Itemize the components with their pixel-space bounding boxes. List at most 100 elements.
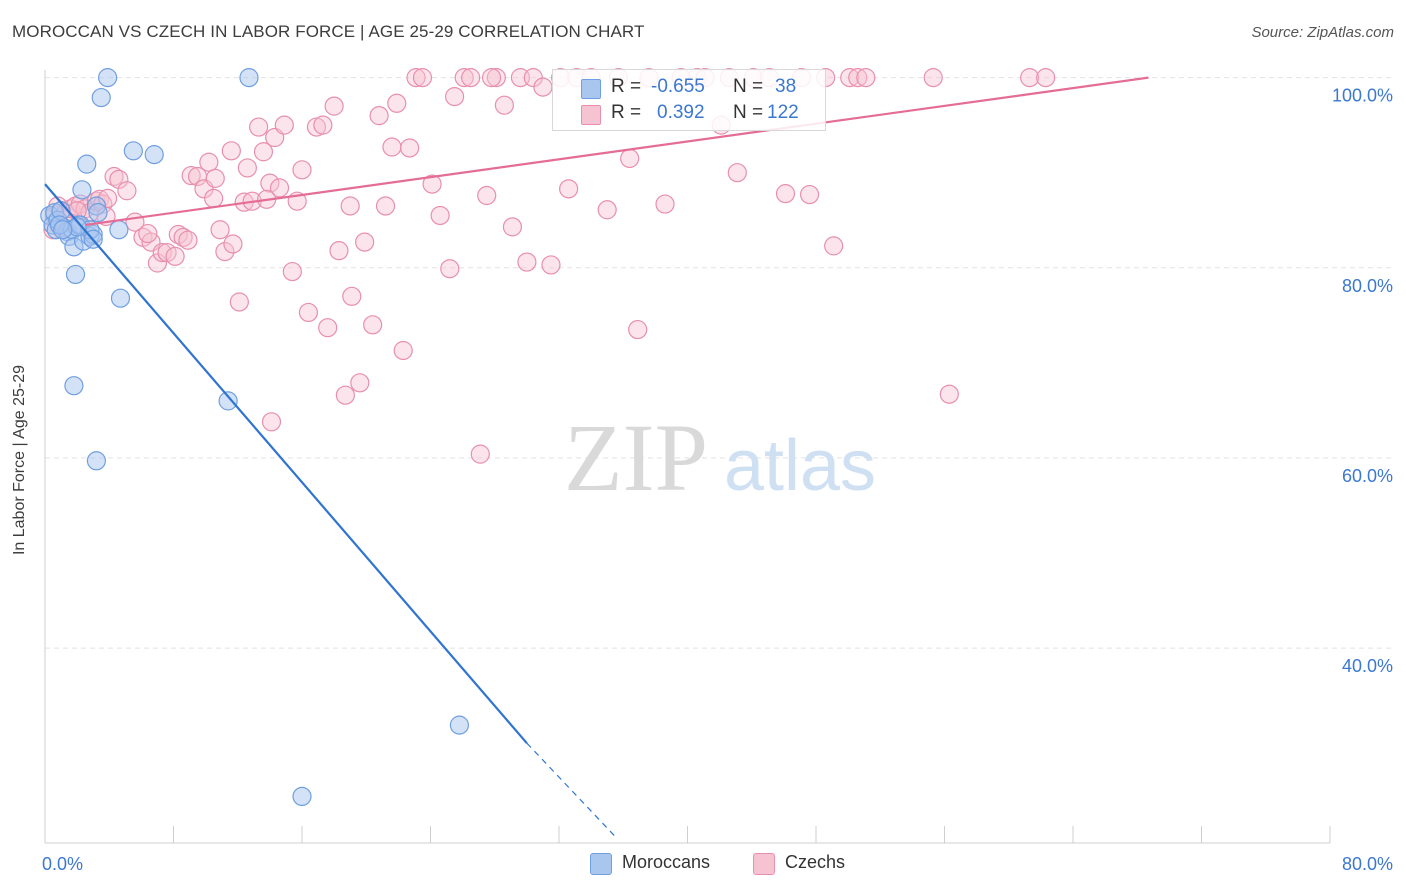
czech-point (350, 373, 370, 393)
r-value: 0.392 (657, 102, 705, 123)
czech-point (147, 253, 168, 273)
czech-point (165, 246, 185, 266)
watermark: ZIP atlas (564, 404, 876, 511)
czech-point (939, 384, 959, 404)
czech-point (260, 173, 280, 193)
czech-point (597, 200, 617, 220)
chart-title: MOROCCAN VS CZECH IN LABOR FORCE | AGE 2… (12, 22, 645, 41)
y-tick-label: 100.0% (1332, 86, 1393, 106)
r-label: R = (611, 102, 642, 123)
czech-point (229, 292, 249, 312)
czech-point (628, 319, 648, 340)
moroccan-point (292, 786, 312, 807)
czech-point (369, 106, 389, 126)
czech-point (382, 137, 402, 157)
n-value: 38 (775, 76, 797, 97)
czech-point (253, 142, 274, 162)
czech-point (923, 68, 943, 88)
moroccan-point (91, 87, 111, 108)
moroccan-point (239, 68, 259, 88)
watermark-zip: ZIP (564, 404, 708, 511)
czech-point (559, 179, 579, 199)
czech-point (400, 138, 420, 158)
n-label: N = (733, 76, 764, 97)
czech-point (412, 68, 433, 88)
czech-point (109, 169, 129, 189)
czech-point (620, 148, 640, 169)
czech-point (422, 174, 442, 194)
czech-point (215, 242, 235, 262)
czech-point (775, 184, 796, 204)
moroccans-legend-label: Moroccans (622, 852, 711, 872)
czech-point (178, 230, 198, 250)
czech-point (856, 68, 876, 88)
czechs-legend-label: Czechs (785, 852, 846, 872)
source-credit: Source: ZipAtlas.com (1251, 24, 1394, 41)
n-label: N = (733, 102, 764, 123)
czech-point (117, 181, 137, 201)
n-value: 122 (767, 102, 799, 123)
czech-point (727, 163, 747, 183)
czech-point (210, 220, 230, 240)
moroccan-point (53, 220, 73, 240)
czech-point (223, 234, 243, 254)
czech-point (848, 68, 868, 88)
czech-point (840, 68, 860, 88)
y-tick-label: 80.0% (1342, 276, 1393, 296)
moroccan-point (65, 264, 86, 285)
r-label: R = (611, 76, 642, 97)
y-tick-label: 60.0% (1342, 466, 1393, 486)
czechs-swatch (581, 105, 601, 125)
czech-point (221, 141, 241, 161)
czechs-series (43, 68, 1056, 464)
czech-point (324, 96, 344, 116)
moroccan-point (110, 288, 131, 308)
czech-point (335, 385, 355, 405)
czech-point (541, 255, 561, 275)
czech-point (517, 252, 537, 272)
czech-point (261, 412, 282, 432)
moroccan-point (449, 715, 470, 735)
y-axis-label: In Labor Force | Age 25-29 (11, 364, 28, 556)
czech-point (387, 93, 407, 113)
czech-point (502, 217, 523, 237)
czech-point (313, 115, 333, 135)
czech-point (486, 68, 506, 88)
czechs-trend-line (85, 76, 1149, 227)
r-value: -0.655 (651, 76, 705, 97)
moroccan-point (218, 391, 238, 411)
moroccans-trend-line (44, 183, 528, 744)
moroccan-point (72, 180, 92, 200)
czech-point (430, 205, 450, 226)
moroccan-point (98, 68, 118, 88)
czech-point (454, 68, 474, 88)
czech-point (494, 95, 514, 115)
czech-point (204, 188, 224, 208)
moroccan-point (88, 203, 108, 223)
correlation-legend: R = -0.655 N = 38 R = 0.392 N = 122 (552, 69, 826, 131)
czech-point (342, 286, 362, 306)
czech-point (375, 196, 396, 216)
czech-point (406, 68, 426, 88)
czech-point (199, 152, 219, 172)
trend-lines (44, 76, 1149, 839)
czech-point (318, 318, 338, 338)
czech-point (655, 194, 675, 214)
czech-point (533, 77, 553, 97)
czech-point (393, 340, 413, 361)
moroccan-point (144, 145, 164, 165)
moroccans-legend-swatch (590, 853, 612, 875)
czech-point (470, 444, 490, 464)
axes (44, 70, 1331, 844)
moroccans-trend-extension (526, 742, 618, 839)
moroccan-point (109, 220, 129, 240)
czech-point (274, 115, 294, 135)
czech-point (799, 184, 820, 205)
czech-point (298, 302, 319, 323)
moroccan-point (77, 154, 97, 174)
czech-point (1036, 68, 1056, 88)
moroccan-point (64, 376, 84, 396)
czech-point (329, 241, 349, 261)
czech-point (461, 68, 481, 88)
grid-lines (45, 77, 1395, 649)
